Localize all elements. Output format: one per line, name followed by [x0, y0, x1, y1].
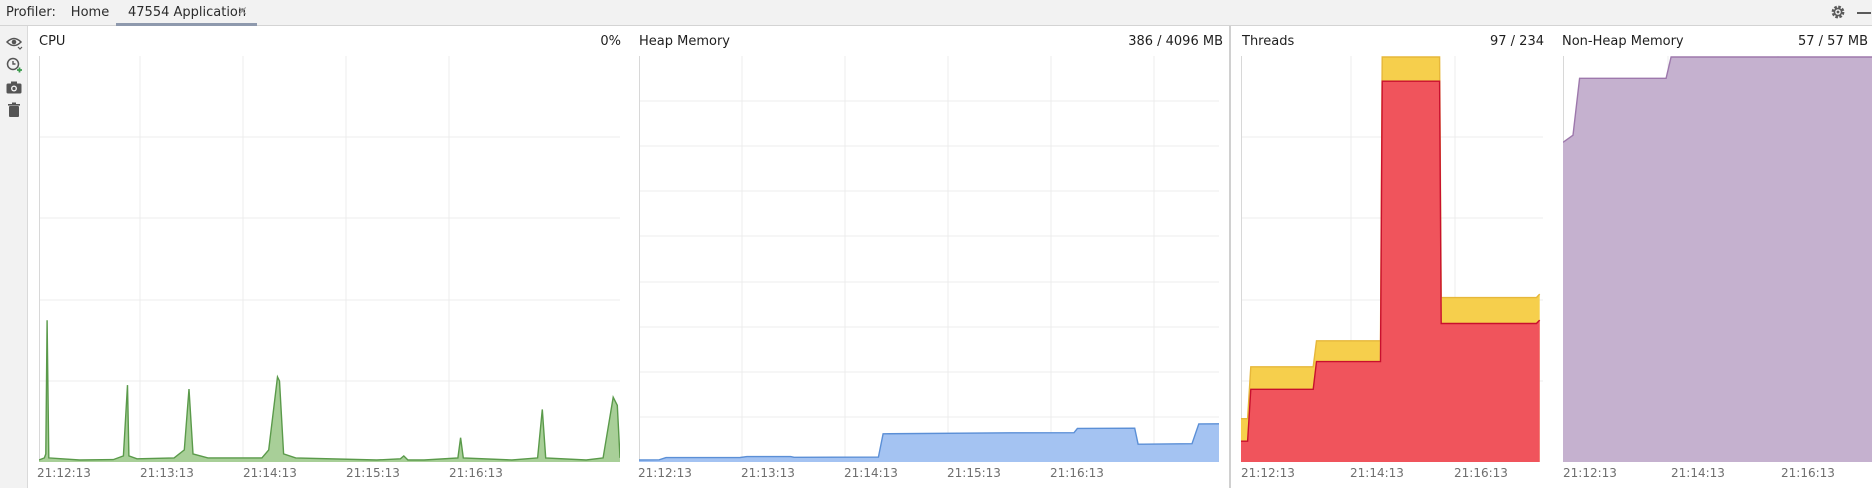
- time-tick-label: 21:16:13: [449, 466, 503, 480]
- camera-icon[interactable]: [5, 79, 23, 97]
- time-tick-label: 21:14:13: [1671, 466, 1725, 480]
- heap-title: Heap Memory: [639, 34, 730, 49]
- cpu-line: [39, 320, 620, 461]
- profiler-side-toolbar: [0, 26, 28, 488]
- trash-icon[interactable]: [5, 101, 23, 119]
- threads-value: 97 / 234: [1490, 34, 1544, 49]
- cpu-title: CPU: [39, 34, 66, 49]
- heap-memory-area: [639, 423, 1219, 462]
- tab-application-label: 47554 Application: [128, 5, 247, 20]
- minimize-icon[interactable]: [1857, 12, 1871, 14]
- time-tick-label: 21:15:13: [947, 466, 1001, 480]
- time-tick-label: 21:12:13: [1241, 466, 1295, 480]
- eye-icon[interactable]: [5, 33, 23, 51]
- threads-chart[interactable]: [1241, 56, 1543, 462]
- non-heap-memory-panel: Non-Heap Memory 57 / 57 MB 21:12:13 21:14…: [1552, 26, 1872, 488]
- tab-application[interactable]: 47554 Application ×: [116, 0, 257, 26]
- profiler-label: Profiler:: [6, 5, 56, 20]
- tab-home[interactable]: Home: [62, 0, 118, 26]
- time-tick-label: 21:16:13: [1050, 466, 1104, 480]
- heap-value: 386 / 4096 MB: [1128, 34, 1223, 49]
- time-tick-label: 21:12:13: [1563, 466, 1617, 480]
- heap-memory-chart[interactable]: [639, 56, 1219, 462]
- heap-memory-line: [639, 423, 1219, 461]
- threads-title: Threads: [1242, 34, 1295, 49]
- non-heap-value: 57 / 57 MB: [1798, 34, 1868, 49]
- time-tick-label: 21:13:13: [140, 466, 194, 480]
- gear-icon[interactable]: [1829, 3, 1847, 21]
- cpu-area: [39, 320, 620, 462]
- time-tick-label: 21:14:13: [844, 466, 898, 480]
- time-tick-label: 21:12:13: [638, 466, 692, 480]
- non-heap-memory-area: [1563, 57, 1872, 462]
- time-tick-label: 21:16:13: [1781, 466, 1835, 480]
- threads-live-area: [1241, 81, 1540, 462]
- time-tick-label: 21:13:13: [741, 466, 795, 480]
- threads-panel: Threads 97 / 234 21:12:13 21:14:13 21:16:1…: [1232, 26, 1548, 488]
- time-tick-label: 21:14:13: [1350, 466, 1404, 480]
- add-watch-icon[interactable]: [5, 56, 23, 74]
- time-tick-label: 21:12:13: [37, 466, 91, 480]
- heap-memory-panel: Heap Memory 386 / 4096 MB 21:12:13 21:13:…: [629, 26, 1227, 488]
- profiler-toolbar: Profiler: Home 47554 Application ×: [0, 0, 1872, 26]
- panel-divider[interactable]: [1229, 26, 1231, 488]
- close-tab-icon[interactable]: ×: [237, 4, 248, 19]
- cpu-chart[interactable]: [39, 56, 620, 462]
- cpu-panel: CPU 0% 21:12:13 21:13:13 21:14:13 21:15:13 2…: [29, 26, 625, 488]
- tab-home-label: Home: [70, 5, 110, 20]
- cpu-value: 0%: [600, 34, 621, 49]
- time-tick-label: 21:15:13: [346, 466, 400, 480]
- non-heap-title: Non-Heap Memory: [1562, 34, 1684, 49]
- non-heap-memory-chart[interactable]: [1563, 56, 1872, 462]
- threads-live-line: [1241, 80, 1541, 442]
- time-tick-label: 21:14:13: [243, 466, 297, 480]
- non-heap-memory-line: [1563, 56, 1872, 143]
- time-tick-label: 21:16:13: [1454, 466, 1508, 480]
